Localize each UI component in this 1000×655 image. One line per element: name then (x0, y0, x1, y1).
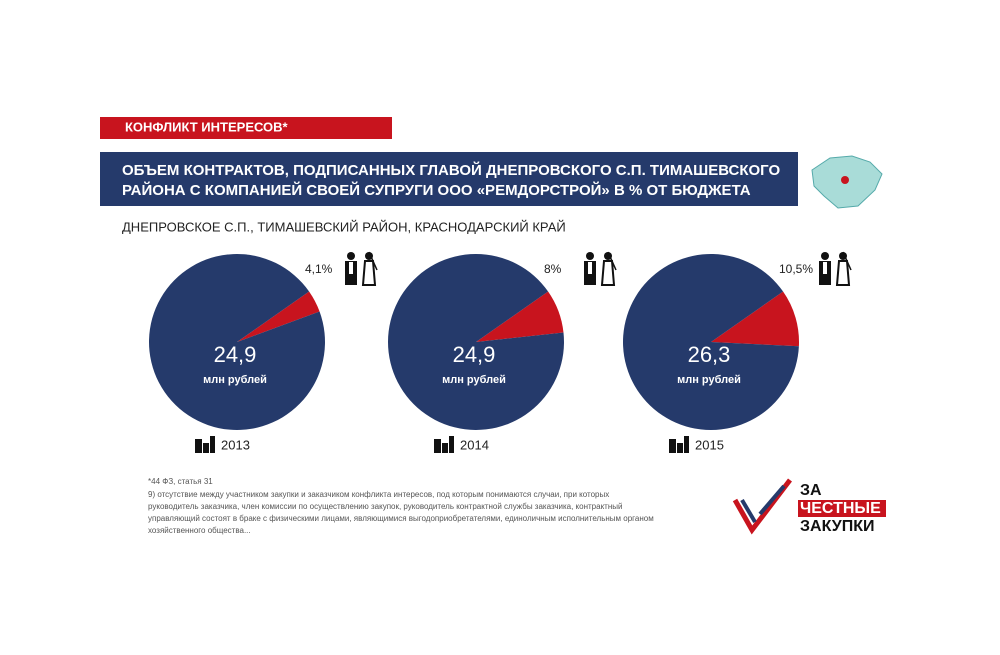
icon-part (347, 252, 355, 260)
icon-part (449, 436, 454, 453)
logo-text: ЧЕСТНЫЕ (800, 500, 881, 517)
icon-part (821, 252, 829, 260)
couple-icon (584, 251, 617, 286)
icon-part (210, 436, 215, 453)
center-label: 26,3 (688, 342, 731, 367)
year-label: 2014 (460, 437, 489, 452)
icon-part (586, 252, 594, 260)
pie-slice (623, 254, 799, 431)
pie-slice (237, 291, 320, 342)
value-label: 4,1% (305, 262, 333, 276)
title-bar (100, 152, 798, 206)
icon-part (842, 251, 852, 271)
center-label: 24,9 (214, 342, 257, 367)
icon-part (600, 260, 616, 286)
building-icon (195, 436, 215, 453)
subtitle: ДНЕПРОВСКОЕ С.П., ТИМАШЕВСКИЙ РАЙОН, КРА… (122, 219, 566, 234)
center-sublabel: млн рублей (677, 374, 741, 386)
center-sublabel: млн рублей (203, 374, 267, 386)
logo-text: ЗА (800, 482, 822, 499)
icon-part (349, 262, 353, 274)
pie-slice (149, 253, 325, 430)
year-label: 2013 (221, 437, 250, 452)
tag: КОНФЛИКТ ИНТЕРЕСОВ* (125, 119, 289, 134)
icon-part (203, 443, 209, 453)
logo-mark (732, 478, 792, 535)
pie-slice (476, 291, 564, 342)
title-line: РАЙОНА С КОМПАНИЕЙ СВОЕЙ СУПРУГИ ООО «РЕ… (122, 181, 751, 199)
icon-part (835, 260, 851, 286)
icon-part (607, 251, 617, 271)
footnote-line: 9) отсутствие между участником закупки и… (148, 490, 609, 499)
title-line: ОБЪЕМ КОНТРАКТОВ, ПОДПИСАННЫХ ГЛАВОЙ ДНЕ… (122, 161, 780, 179)
icon-part (669, 439, 676, 453)
icon-part (368, 251, 378, 271)
logo-band (798, 500, 886, 517)
footnote-line: *44 ФЗ, статья 31 (148, 477, 213, 486)
icon-part (823, 262, 827, 274)
icon-part (361, 260, 377, 286)
footnote-line: руководитель заказчика, член комиссии по… (148, 502, 622, 511)
footnote-line: хозяйственного общества... (148, 526, 251, 535)
icon-part (434, 439, 441, 453)
logo-text: ЗАКУПКИ (800, 518, 874, 535)
couple-icon (345, 251, 378, 286)
center-label: 24,9 (453, 342, 496, 367)
icon-part (677, 443, 683, 453)
value-label: 10,5% (779, 262, 813, 276)
pie-slice (388, 253, 564, 430)
map-icon (811, 155, 883, 209)
value-label: 8% (544, 262, 562, 276)
footnote-line: управляющий состоят в браке с физическим… (148, 514, 654, 523)
tag-bar (100, 117, 392, 139)
icon-part (195, 439, 202, 453)
center-sublabel: млн рублей (442, 374, 506, 386)
icon-part (442, 443, 448, 453)
icon-part (684, 436, 689, 453)
year-label: 2015 (695, 437, 724, 452)
pie-slice (711, 291, 800, 347)
couple-icon (819, 251, 852, 286)
icon-part (588, 262, 592, 274)
building-icon (669, 436, 689, 453)
building-icon (434, 436, 454, 453)
